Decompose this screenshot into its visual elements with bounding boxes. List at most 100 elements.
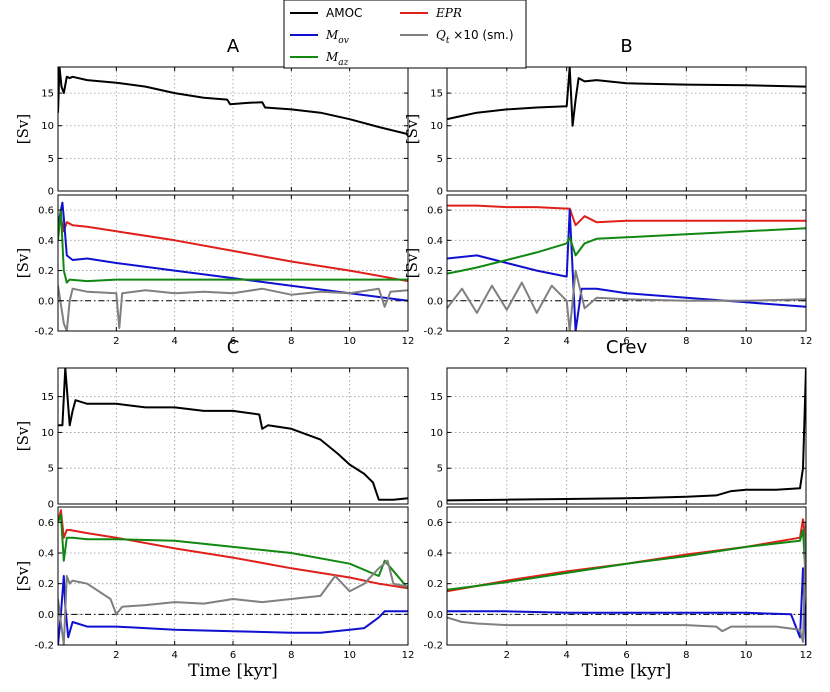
- series-group: [58, 201, 408, 331]
- x-tick-label: 10: [740, 336, 753, 347]
- y-tick-label: 0.2: [38, 579, 54, 590]
- x-tick-label: 4: [563, 650, 569, 661]
- x-tick-label: 2: [504, 336, 510, 347]
- series-group: [447, 518, 806, 645]
- x-tick-label: 4: [563, 336, 569, 347]
- y-tick-label: -0.2: [34, 327, 54, 338]
- y-tick-label: 0.0: [427, 296, 443, 307]
- x-tick-label: 8: [683, 336, 689, 347]
- y-tick-label: 5: [437, 464, 443, 475]
- series-epr-line: [58, 509, 408, 590]
- y-axis-label: [Sv]: [403, 114, 421, 144]
- panel-title-b: B: [620, 36, 632, 57]
- series-amoc-line: [58, 368, 408, 501]
- panel-1-top-axes: 0 5 10 15 [Sv]: [403, 66, 807, 198]
- x-tick-label: 12: [402, 336, 415, 347]
- series-qt-line: [58, 559, 408, 645]
- x-tick-label: 12: [402, 650, 415, 661]
- legend-qt-label: Qt ×10 (sm.): [436, 28, 514, 46]
- x-tick-label: 12: [800, 336, 813, 347]
- x-tick-label: 8: [288, 650, 294, 661]
- y-tick-label: 0.2: [427, 266, 443, 277]
- panel-title-c: C: [227, 337, 240, 358]
- series-epr-line: [447, 518, 806, 593]
- series-group: [447, 204, 806, 331]
- legend: AMOC EPR Mov Qt ×10 (sm.) Maz: [283, 0, 527, 69]
- legend-epr-label: EPR: [435, 6, 462, 20]
- y-tick-label: 0.0: [38, 610, 54, 621]
- x-tick-label: 8: [683, 650, 689, 661]
- y-tick-label: 0.4: [427, 549, 443, 560]
- x-tick-label: 2: [113, 650, 119, 661]
- y-tick-label: 0.6: [38, 206, 54, 217]
- y-tick-label: 10: [430, 121, 443, 132]
- y-tick-label: 15: [41, 392, 54, 403]
- panel-3-bottom-axes: -0.2 0.0 0.2 0.4 0.6 2 4 6 8 10 12: [423, 506, 813, 661]
- y-axis-label: [Sv]: [14, 421, 32, 451]
- x-tick-label: 6: [230, 650, 236, 661]
- y-axis-label: [Sv]: [14, 114, 32, 144]
- y-tick-label: 10: [41, 428, 54, 439]
- panel-0-top-axes: 0 5 10 15 [Sv]: [14, 66, 409, 198]
- panel-3-top-axes: 0 5 10 15: [430, 367, 807, 511]
- y-tick-label: 0.0: [38, 296, 54, 307]
- series-amoc-line: [58, 67, 408, 136]
- series-maz-line: [58, 209, 408, 284]
- y-tick-label: 15: [430, 89, 443, 100]
- x-tick-label: 2: [504, 650, 510, 661]
- y-tick-label: 5: [48, 154, 54, 165]
- x-axis-label: Time [kyr]: [188, 661, 278, 681]
- series-epr-line: [58, 216, 408, 283]
- y-tick-label: 0.6: [427, 518, 443, 529]
- legend-amoc-label: AMOC: [326, 6, 362, 20]
- series-mov-line: [58, 201, 408, 302]
- x-tick-label: 2: [113, 336, 119, 347]
- panel-0-bottom-axes: -0.2 0.0 0.2 0.4 0.6 2 4 6 8 10 12 [Sv]: [14, 194, 415, 347]
- y-tick-label: 0.6: [427, 206, 443, 217]
- y-tick-label: 0.4: [38, 236, 54, 247]
- series-amoc-line: [447, 67, 806, 127]
- panel-2-bottom-axes: -0.2 0.0 0.2 0.4 0.6 2 4 6 8 10 12 [Sv]: [14, 506, 415, 661]
- series-epr-line: [447, 204, 806, 227]
- y-axis-label: [Sv]: [14, 248, 32, 278]
- series-qt-line: [58, 285, 408, 331]
- x-tick-label: 8: [288, 336, 294, 347]
- series-group: [447, 67, 806, 127]
- y-tick-label: 15: [430, 392, 443, 403]
- series-maz-line: [447, 529, 806, 591]
- y-tick-label: 5: [48, 464, 54, 475]
- x-tick-label: 4: [171, 650, 177, 661]
- y-tick-label: 0: [437, 187, 443, 198]
- series-maz-line: [447, 227, 806, 275]
- y-tick-label: 0.4: [427, 236, 443, 247]
- series-group: [447, 368, 806, 502]
- x-tick-label: 12: [800, 650, 813, 661]
- panel-title-crev: Crev: [606, 337, 648, 358]
- panel-1-bottom-axes: -0.2 0.0 0.2 0.4 0.6 2 4 6 8 10 12 [Sv]: [403, 194, 813, 347]
- y-tick-label: -0.2: [34, 641, 54, 652]
- y-tick-label: -0.2: [423, 327, 443, 338]
- y-tick-label: 15: [41, 89, 54, 100]
- y-tick-label: -0.2: [423, 641, 443, 652]
- series-mov-line: [447, 567, 806, 645]
- series-qt-line: [447, 521, 806, 643]
- y-tick-label: 0.6: [38, 518, 54, 529]
- series-qt-line: [447, 269, 806, 331]
- y-axis-label: [Sv]: [14, 561, 32, 591]
- y-tick-label: 0: [437, 500, 443, 511]
- y-tick-label: 0.0: [427, 610, 443, 621]
- x-tick-label: 10: [740, 650, 753, 661]
- panel-2-top-axes: 0 5 10 15 [Sv]: [14, 367, 409, 511]
- y-tick-label: 5: [437, 154, 443, 165]
- series-group: [58, 67, 408, 136]
- x-tick-label: 4: [171, 336, 177, 347]
- legend-maz-label: Maz: [325, 50, 349, 68]
- panel-title-a: A: [227, 36, 240, 57]
- series-group: [58, 368, 408, 501]
- x-tick-label: 10: [343, 336, 356, 347]
- y-tick-label: 10: [430, 428, 443, 439]
- series-mov-line: [447, 209, 806, 331]
- series-amoc-line: [447, 368, 806, 502]
- x-tick-label: 6: [623, 336, 629, 347]
